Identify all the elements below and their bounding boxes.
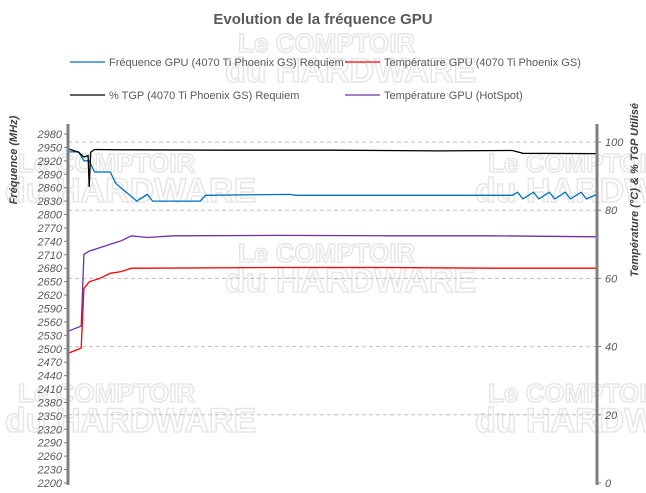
series-line-1 <box>67 266 597 355</box>
y-tick-label: 2770 <box>37 223 63 235</box>
y-tick-label: 2530 <box>37 330 63 342</box>
y-tick-label: 2800 <box>37 210 63 222</box>
y-tick-label: 2380 <box>37 397 63 409</box>
y2-tick-label: 40 <box>605 342 618 354</box>
y-tick-label: 2710 <box>37 250 63 262</box>
y-axis-label: Fréquence (MHz) <box>8 115 20 204</box>
y-tick-label: 2980 <box>37 129 63 141</box>
watermark-text: Le COMPTOIR <box>238 238 415 268</box>
watermark-text: Le COMPTOIR <box>488 148 646 178</box>
y-tick-label: 2410 <box>37 384 63 396</box>
watermark-text: du HARDWARE <box>475 172 646 210</box>
series-line-3 <box>67 234 598 332</box>
y2-tick-label: 20 <box>604 410 618 422</box>
y-tick-label: 2470 <box>37 357 63 369</box>
series-line-0 <box>68 151 598 202</box>
y-tick-label: 2350 <box>37 411 63 423</box>
y2-tick-label: 60 <box>605 273 618 285</box>
y-tick-label: 2680 <box>37 263 63 275</box>
legend-label: % TGP (4070 Ti Phoenix GS) Requiem <box>109 90 299 102</box>
watermark-text: Le COMPTOIR <box>18 148 195 178</box>
y-tick-label: 2260 <box>37 451 63 463</box>
y-tick-label: 2440 <box>37 371 63 383</box>
y-tick-label: 2890 <box>37 169 63 181</box>
legend-label: Fréquence GPU (4070 Ti Phoenix GS) Requi… <box>109 57 344 69</box>
y-tick-label: 2620 <box>37 290 63 302</box>
y2-tick-label: 0 <box>605 478 612 490</box>
watermarks: Le COMPTOIR du HARDWARE Le COMPTOIR du H… <box>4 27 646 441</box>
legend-label: Température GPU (4070 Ti Phoenix GS) <box>384 57 581 69</box>
y-tick-label: 2650 <box>37 277 63 289</box>
y-tick-label: 2290 <box>37 438 63 450</box>
watermark-text: du HARDWARE <box>225 52 476 90</box>
y2-tick-label: 80 <box>605 205 618 217</box>
series-lines <box>67 148 598 355</box>
watermark-text: du HARDWARE <box>5 402 256 440</box>
chart-title: Evolution de la fréquence GPU <box>213 11 432 28</box>
watermark-text: du HARDWARE <box>475 402 646 440</box>
legend-label: Température GPU (HotSpot) <box>384 90 523 102</box>
legend: Fréquence GPU (4070 Ti Phoenix GS) Requi… <box>70 57 581 102</box>
y-tick-label: 2950 <box>37 142 63 154</box>
y-tick-label: 2590 <box>37 304 63 316</box>
y-tick-label: 2920 <box>37 156 63 168</box>
y-tick-label: 2200 <box>37 478 63 490</box>
watermark-text: du HARDWARE <box>5 172 256 210</box>
y-tick-label: 2320 <box>37 424 63 436</box>
y-tick-label: 2830 <box>37 196 63 208</box>
y2-axis-label: Température (°C) & % TGP Utilisé <box>629 103 641 277</box>
y-tick-label: 2740 <box>37 236 63 248</box>
y-tick-label: 2560 <box>37 317 63 329</box>
series-line-2 <box>67 148 598 188</box>
y2-tick-label: 100 <box>605 137 624 149</box>
y-tick-label: 2860 <box>37 183 63 195</box>
watermark-text: Le COMPTOIR <box>18 378 195 408</box>
y-tick-label: 2500 <box>37 344 63 356</box>
y-tick-label: 2230 <box>37 465 63 477</box>
watermark-text: Le COMPTOIR <box>488 378 646 408</box>
watermark-text: Le COMPTOIR <box>238 28 415 58</box>
